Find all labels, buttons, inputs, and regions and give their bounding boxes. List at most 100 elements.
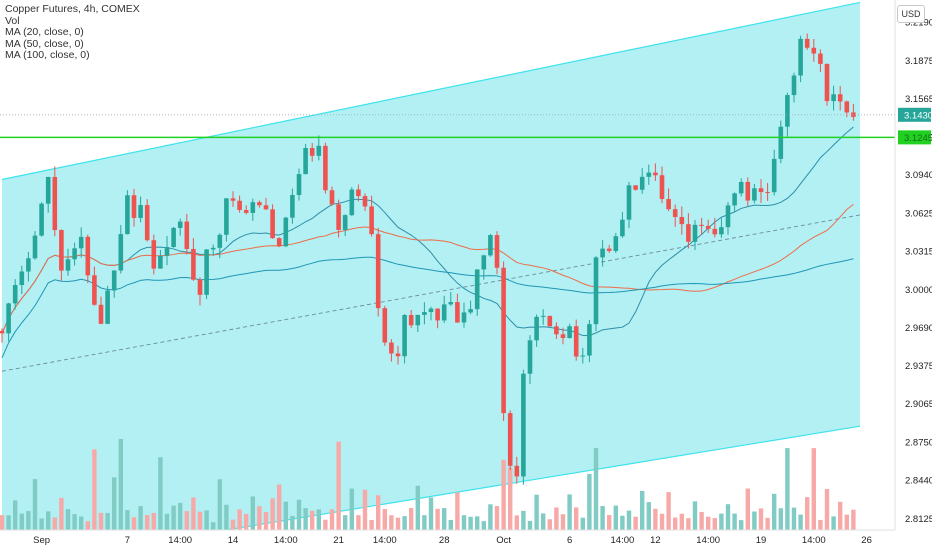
volume-bar: [488, 504, 493, 530]
candle-body: [633, 185, 638, 190]
volume-label: Vol: [5, 14, 20, 27]
time-tick-label: 26: [861, 535, 872, 546]
time-tick-label: 14:00: [611, 535, 635, 546]
volume-bar: [263, 511, 269, 530]
price-tick-label: 2.9375: [905, 361, 932, 372]
candle-body: [712, 228, 718, 235]
volume-bar: [250, 496, 255, 530]
candle-body: [534, 316, 539, 341]
time-tick-label: 14:00: [168, 535, 192, 546]
volume-bar: [204, 510, 209, 530]
volume-bar: [244, 513, 249, 530]
volume-bar: [92, 449, 97, 530]
volume-bar: [838, 501, 843, 530]
volume-bar: [131, 517, 137, 530]
price-tick-label: 3.0940: [905, 170, 932, 181]
candle-body: [296, 174, 302, 195]
volume-bar: [329, 509, 335, 530]
candle-body: [771, 158, 777, 193]
volume-bar: [59, 497, 64, 530]
candle-body: [639, 176, 645, 190]
volume-bar: [283, 501, 288, 530]
volume-bar: [39, 518, 44, 530]
volume-bar: [778, 508, 783, 530]
volume-bar: [699, 511, 704, 530]
candle-body: [474, 269, 480, 310]
candle-body: [111, 270, 117, 291]
candle-body: [72, 248, 77, 260]
support-price-tag-label: 3.1245: [904, 133, 932, 144]
ma50-label: MA (50, close, 0): [5, 37, 84, 50]
volume-bar: [349, 488, 354, 530]
volume-bar: [659, 513, 665, 530]
candle-body: [679, 216, 685, 225]
currency-button[interactable]: USD: [897, 5, 925, 23]
candle-body: [626, 185, 632, 220]
volume-bar: [831, 516, 836, 530]
candle-body: [831, 94, 836, 102]
candle-body: [151, 240, 157, 269]
candle-body: [837, 94, 843, 102]
candle-body: [349, 189, 355, 216]
candle-body: [507, 413, 513, 466]
volume-bar: [316, 509, 321, 530]
volume-bar: [362, 489, 368, 530]
volume-bar: [290, 515, 295, 530]
volume-bar: [481, 521, 486, 530]
volume-bar: [501, 459, 506, 530]
volume-bar: [679, 513, 684, 530]
candle-body: [283, 217, 289, 247]
candle-body: [389, 342, 394, 354]
candle-body: [45, 176, 51, 204]
volume-bar: [178, 502, 183, 530]
volume-bar: [560, 514, 566, 530]
candle-body: [527, 340, 533, 374]
volume-bar: [382, 509, 387, 530]
candle-body: [303, 148, 308, 175]
volume-bar: [343, 515, 348, 530]
volume-bar: [653, 508, 658, 530]
volume-bar: [0, 515, 5, 530]
time-tick-label: 19: [756, 535, 767, 546]
volume-bar: [442, 508, 447, 530]
volume-bar: [455, 492, 460, 530]
candle-body: [606, 248, 612, 251]
volume-bar: [686, 518, 691, 530]
price-axis-background: [895, 0, 932, 550]
volume-bar: [607, 514, 612, 530]
volume-bar: [310, 510, 315, 530]
volume-bar: [626, 510, 632, 530]
volume-bar: [323, 519, 328, 530]
candle-body: [329, 190, 335, 205]
candle-body: [59, 230, 64, 271]
volume-bar: [428, 497, 434, 530]
volume-bar: [475, 516, 480, 530]
candle-body: [118, 234, 124, 271]
support-price-tag: [898, 130, 931, 145]
candle-body: [78, 236, 84, 249]
volume-bar: [712, 518, 717, 530]
candle-body: [593, 257, 599, 325]
candle-body: [540, 315, 546, 317]
candle-body: [705, 225, 711, 229]
candle-body: [844, 101, 850, 113]
volume-bar: [435, 508, 440, 530]
price-tick-label: 3.1875: [905, 56, 932, 67]
volume-bar: [593, 448, 599, 530]
candle-body: [336, 204, 341, 230]
candle-body: [270, 209, 275, 239]
candle-body: [356, 189, 361, 197]
price-tick-label: 2.8750: [905, 438, 932, 449]
volume-bar: [158, 457, 163, 530]
time-axis: Sep 7 14:00 14 14:00 21 14:00 28 Oct 6 14:00 12 14:0…: [0, 529, 932, 550]
candle-body: [369, 206, 374, 235]
candle-body: [494, 235, 500, 268]
volume-bar: [547, 519, 552, 530]
candle-body: [422, 312, 427, 315]
volume-bar: [640, 491, 645, 530]
volume-bar: [706, 516, 711, 530]
volume-bar: [739, 520, 744, 530]
candle-body: [461, 312, 467, 323]
